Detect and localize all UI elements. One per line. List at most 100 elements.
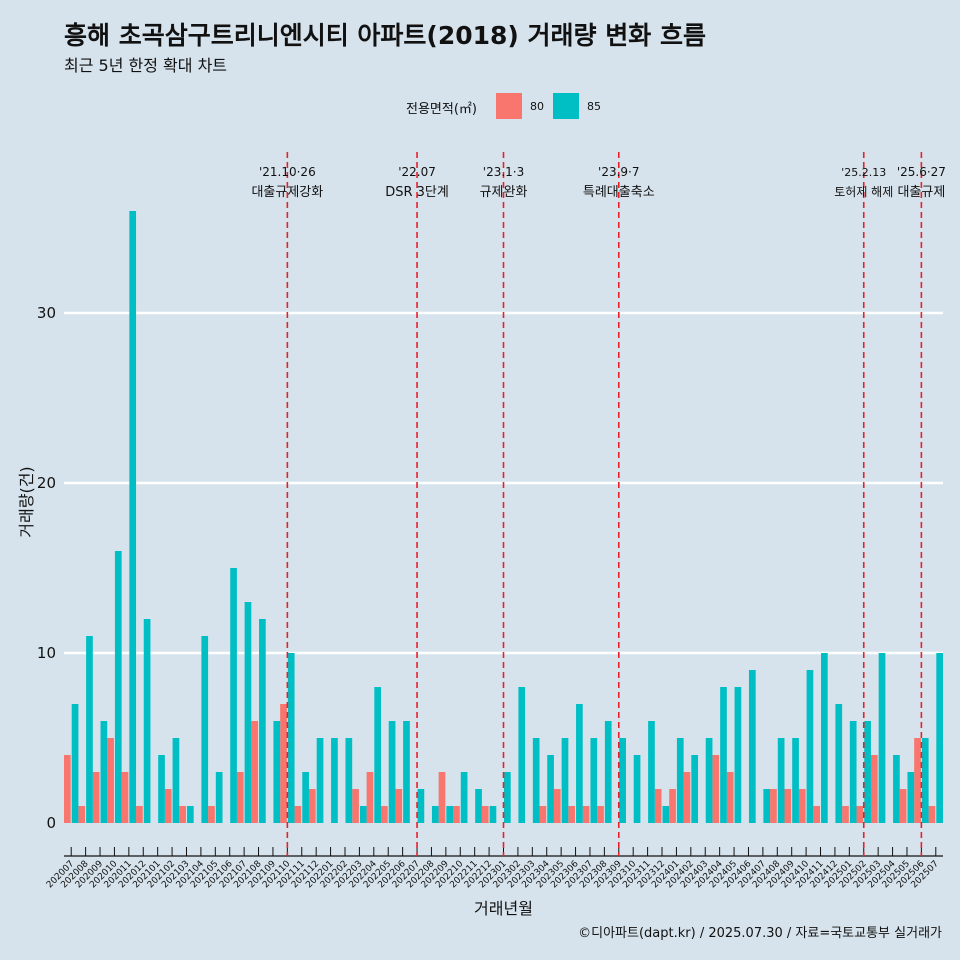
bar-85-202308 [604,721,612,823]
bar-80-202007 [64,755,71,823]
bar-80-202205 [381,806,388,823]
bar-85-202406 [748,670,756,823]
event-date-label-202502: '25.2.13 [841,166,886,179]
bar-85-202105 [215,772,223,823]
bar-85-202404 [720,687,727,823]
bar-80-202502 [856,806,864,823]
bar-85-202204 [374,687,382,823]
bar-85-202304 [547,755,554,823]
bar-80-202408 [770,789,777,823]
bar-80-202304 [539,806,547,823]
bar-85-202007 [71,704,79,823]
bar-80-202501 [842,806,849,823]
bar-80-202111 [294,806,302,823]
bar-85-202202 [345,738,353,823]
bar-85-202112 [316,738,324,823]
bar-85-202504 [893,755,900,823]
bar-85-202211 [475,789,482,823]
bar-85-202011 [129,211,137,823]
bar-80-202212 [481,806,489,823]
event-date-label-202301: '23.1·3 [483,165,524,179]
bar-85-202111 [302,772,309,823]
bar-85-202401 [676,738,684,823]
bar-85-202106 [230,568,237,823]
bar-80-202105 [208,806,215,823]
bar-80-202405 [726,772,734,823]
bar-85-202305 [561,738,569,823]
bar-85-202010 [114,551,122,823]
bar-85-202503 [878,653,886,823]
bar-80-202411 [813,806,821,823]
event-name-label-202309: 특례대출축소 [583,185,655,200]
bar-85-202506 [921,738,929,823]
bar-80-202012 [136,806,143,823]
bar-85-202210 [460,772,468,823]
bar-85-202311 [648,721,655,823]
bar-85-202101 [158,755,165,823]
event-date-label-202110: '21.10·26 [259,165,316,179]
x-axis-title: 거래년월 [474,899,533,918]
event-date-label-202207: '22.07 [398,165,436,179]
event-date-label-202506: '25.6·27 [897,165,946,179]
bar-80-202011 [121,772,129,823]
bar-85-202507 [936,653,943,823]
bar-80-202107 [236,772,244,823]
bar-85-202103 [186,806,194,823]
legend-title: 전용면적(㎡) [406,102,477,117]
event-name-label-202502: 토허제 해제 [834,185,893,199]
bar-80-202209 [438,772,446,823]
bar-80-202103 [179,806,186,823]
bar-85-202009 [100,721,108,823]
bar-85-202307 [590,738,598,823]
bar-85-202309 [619,738,626,823]
bar-80-202008 [78,806,86,823]
bar-80-202010 [107,738,114,823]
y-tick-label-20: 20 [37,474,56,492]
bar-85-202501 [849,721,857,823]
bar-80-202505 [899,789,907,823]
bar-85-202310 [633,755,641,823]
bar-85-202410 [806,670,814,823]
y-axis-title: 거래량(건) [17,466,36,537]
bar-85-202201 [331,738,338,823]
bar-85-202207 [417,789,425,823]
bar-80-202112 [308,789,316,823]
bar-80-202401 [669,789,676,823]
bar-80-202102 [164,789,172,823]
bar-85-202302 [518,687,526,823]
event-name-label-202207: DSR 3단계 [385,185,449,200]
bar-85-202012 [143,619,151,823]
bar-85-202403 [705,738,713,823]
bar-85-202102 [172,738,180,823]
bar-80-202110 [280,704,287,823]
bar-80-202206 [395,789,403,823]
bar-85-202109 [273,721,281,823]
bar-80-202503 [870,755,878,823]
bar-80-202410 [798,789,806,823]
bar-85-202108 [259,619,266,823]
source-caption: ©디아파트(dapt.kr) / 2025.07.30 / 자료=국토교통부 실… [578,926,942,941]
bar-85-202409 [792,738,799,823]
bar-85-202206 [403,721,410,823]
legend-label-80: 80 [530,100,544,113]
bar-80-202306 [568,806,576,823]
bar-85-202407 [763,789,771,823]
bar-80-202307 [582,806,590,823]
bar-85-202301 [504,772,511,823]
bar-80-202308 [597,806,604,823]
event-name-label-202301: 규제완화 [480,185,528,200]
bar-80-202312 [654,789,662,823]
bar-85-202212 [489,806,497,823]
bar-85-202008 [86,636,93,823]
bar-80-202506 [914,738,921,823]
bar-80-202402 [683,772,691,823]
bar-85-202505 [907,772,915,823]
bar-80-202507 [928,806,936,823]
legend: 전용면적(㎡) 80 85 [0,92,960,122]
y-tick-label-0: 0 [46,814,56,832]
bar-80-202009 [92,772,100,823]
bar-85-202412 [835,704,843,823]
bar-85-202306 [576,704,583,823]
bar-85-202205 [388,721,396,823]
bar-85-202209 [446,806,454,823]
